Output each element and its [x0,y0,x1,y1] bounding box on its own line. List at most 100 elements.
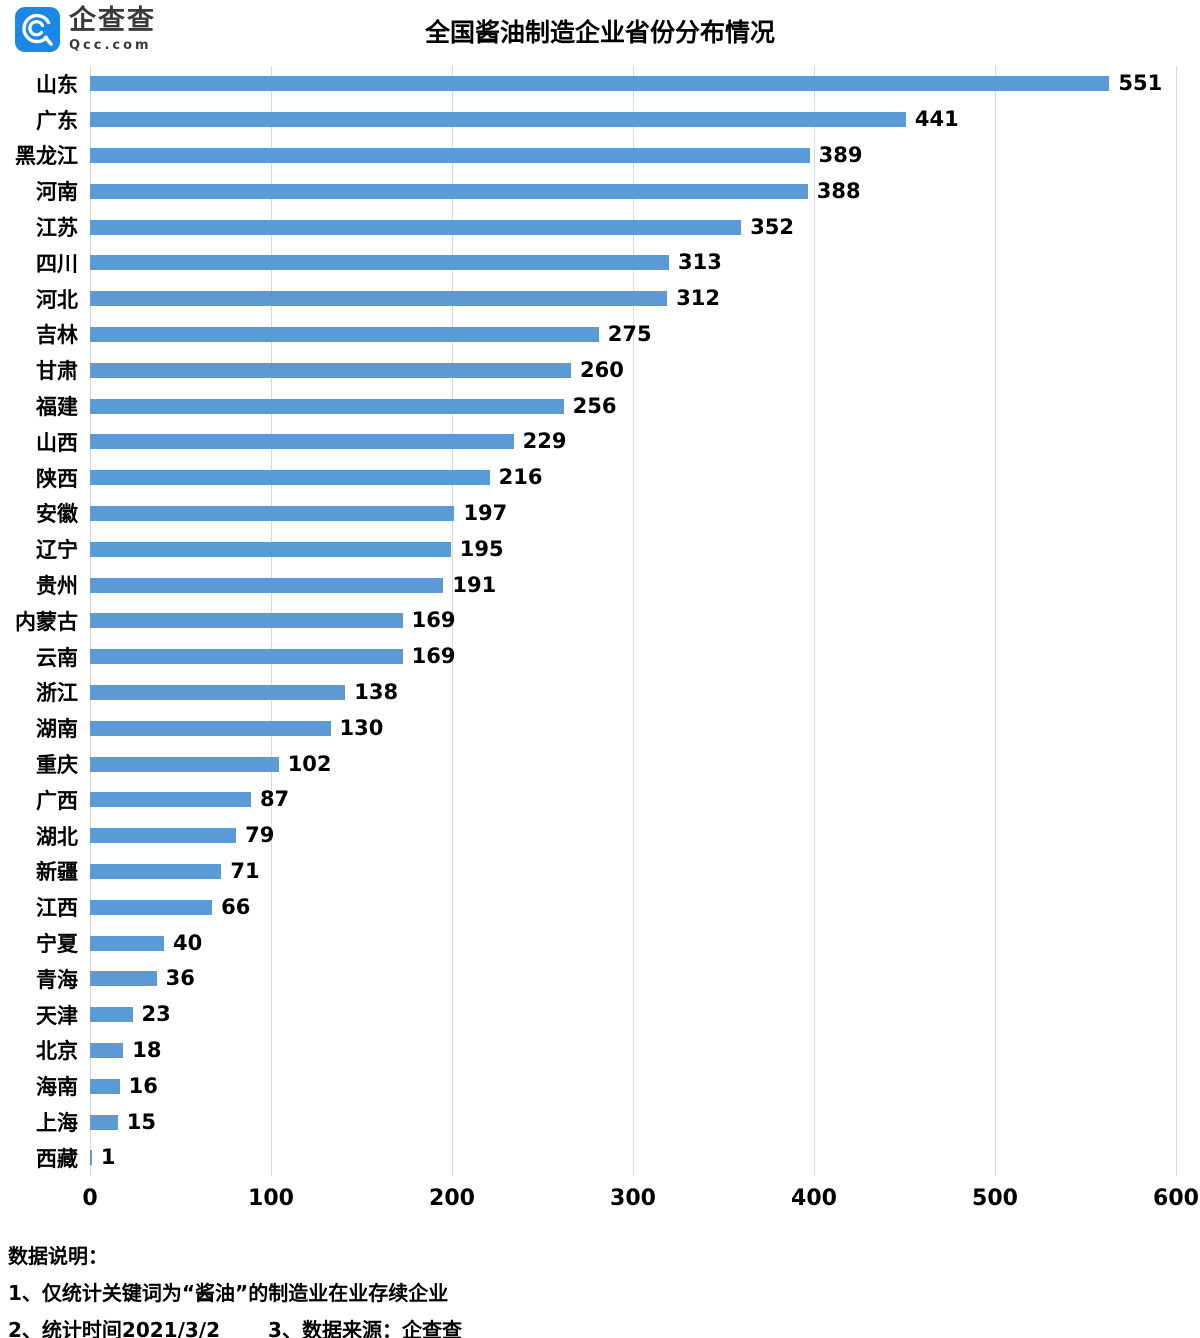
category-label: 新疆 [36,860,78,885]
category-label: 福建 [36,395,78,420]
bar-zone: 130 [90,710,1200,746]
category-label: 海南 [36,1075,78,1100]
bar-row: 四川 313 [0,245,1200,281]
value-label: 15 [126,1109,156,1134]
x-axis-tick-label: 0 [82,1185,98,1211]
bar [90,899,213,915]
bar [90,720,331,736]
bar [90,470,490,486]
category-label: 黑龙江 [15,144,78,169]
bar-zone: 229 [90,424,1200,460]
bar [90,505,455,521]
bar-zone: 15 [90,1104,1200,1140]
bar-zone: 389 [90,138,1200,174]
value-label: 71 [230,858,260,883]
bar-zone: 66 [90,889,1200,925]
qcc-logo-icon [15,7,60,52]
bar-row: 河南 388 [0,173,1200,209]
bar [90,577,444,593]
value-label: 36 [165,966,195,991]
value-label: 388 [816,178,861,203]
bar-row: 福建 256 [0,388,1200,424]
category-label: 宁夏 [36,932,78,957]
gridline [633,66,634,1176]
category-label: 河南 [36,180,78,205]
category-label: 江苏 [36,216,78,241]
bar-row: 山东 551 [0,66,1200,102]
bar [90,1114,118,1130]
bar-row: 上海 15 [0,1104,1200,1140]
bar-zone: 197 [90,496,1200,532]
bar [90,183,808,199]
bar [90,1078,120,1094]
bar-row: 湖北 79 [0,818,1200,854]
bar [90,1007,133,1023]
category-label: 吉林 [36,323,78,348]
value-label: 229 [522,429,567,454]
value-label: 191 [452,572,497,597]
bar-row: 江西 66 [0,889,1200,925]
value-label: 313 [678,250,722,275]
gridline [995,66,996,1176]
value-label: 551 [1118,71,1163,96]
logo-domain: Qcc.com [69,38,152,53]
bar-zone: 388 [90,173,1200,209]
bar-row: 江苏 352 [0,209,1200,245]
bar-zone: 79 [90,818,1200,854]
category-label: 湖南 [36,717,78,742]
bar-zone: 191 [90,567,1200,603]
category-label: 广东 [36,108,78,133]
category-label: 内蒙古 [15,609,78,634]
x-axis-tick-label: 500 [972,1185,1018,1211]
bar-zone: 313 [90,245,1200,281]
category-label: 广西 [36,788,78,813]
bar-zone: 1 [90,1140,1200,1176]
bar-row: 吉林 275 [0,317,1200,353]
bar-zone: 138 [90,675,1200,711]
value-label: 441 [914,107,959,132]
bar-chart: 山东 551 广东 441 黑龙江 389 河南 388 江苏 352 四川 313 河北 312 吉林 27… [0,66,1200,1176]
footer-notes: 数据说明： 1、仅统计关键词为“酱油”的制造业在业存续企业 2、统计时间2021… [0,1218,1200,1338]
bar-row: 内蒙古 169 [0,603,1200,639]
bar-row: 湖南 130 [0,710,1200,746]
bar [90,792,251,808]
bar-zone: 18 [90,1033,1200,1069]
bar-zone: 87 [90,782,1200,818]
value-label: 87 [259,787,290,812]
value-label: 18 [132,1037,162,1062]
bar-zone: 256 [90,388,1200,424]
bar-zone: 16 [90,1068,1200,1104]
category-label: 山东 [36,72,78,97]
bar [90,398,564,414]
bar-zone: 195 [90,531,1200,567]
bar [90,1150,92,1166]
bar-row: 陕西 216 [0,460,1200,496]
bar-row: 青海 36 [0,961,1200,997]
value-label: 79 [245,823,275,848]
page-title: 全国酱油制造企业省份分布情况 [424,18,775,47]
bar-row: 重庆 102 [0,746,1200,782]
bar [90,219,742,235]
bar [90,362,571,378]
x-axis: 0 100 200 300 400 500 600 [82,1176,1199,1218]
value-label: 256 [572,393,617,418]
x-axis-tick-label: 100 [248,1185,294,1211]
category-label: 陕西 [36,466,78,491]
bar-row: 辽宁 195 [0,531,1200,567]
bar [90,756,279,772]
bar-row: 西藏 1 [0,1140,1200,1176]
category-label: 甘肃 [36,359,78,384]
value-label: 389 [818,142,863,167]
bar [90,863,222,879]
category-label: 北京 [36,1039,78,1064]
value-label: 66 [221,894,251,919]
bar-zone: 352 [90,209,1200,245]
bar [90,434,514,450]
category-label: 河北 [36,287,78,312]
category-label: 辽宁 [36,538,78,563]
value-label: 16 [128,1073,158,1098]
bar [90,291,668,307]
value-label: 102 [287,751,332,776]
bar [90,541,451,557]
bar-row: 天津 23 [0,997,1200,1033]
